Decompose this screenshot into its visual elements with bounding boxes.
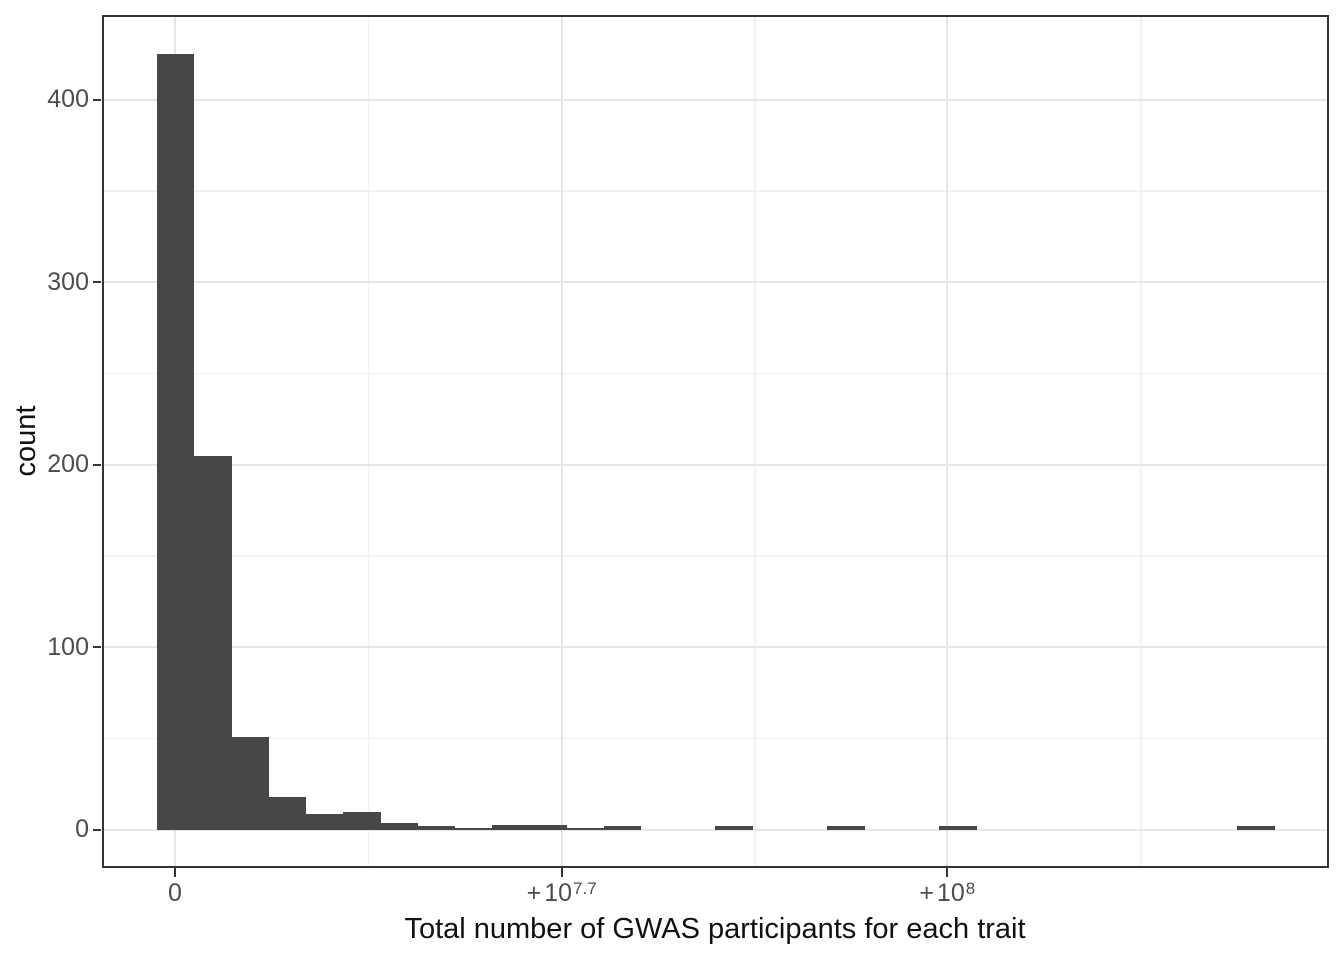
y-tick-label: 200 bbox=[47, 450, 89, 479]
grid-major-x bbox=[946, 15, 949, 868]
grid-major-y bbox=[102, 281, 1329, 284]
x-axis-tick bbox=[560, 868, 563, 877]
grid-major-y bbox=[102, 828, 1329, 831]
grid-minor-y bbox=[102, 737, 1329, 740]
y-axis-tick bbox=[93, 646, 101, 649]
histogram-bar bbox=[1236, 826, 1275, 830]
exponent: 8 bbox=[965, 878, 976, 898]
x-axis-tick bbox=[946, 868, 949, 877]
histogram-bar bbox=[268, 797, 307, 830]
histogram-bar bbox=[305, 813, 344, 830]
histogram-bar bbox=[454, 828, 493, 830]
histogram-bar bbox=[342, 811, 381, 830]
histogram-bar bbox=[603, 826, 642, 830]
histogram-bar bbox=[417, 826, 456, 830]
grid-minor-x bbox=[754, 15, 756, 868]
y-tick-label: 300 bbox=[47, 267, 89, 296]
x-axis-title: Total number of GWAS participants for ea… bbox=[404, 913, 1026, 945]
y-axis-title: count bbox=[10, 405, 42, 477]
y-tick-label: 400 bbox=[47, 85, 89, 114]
y-axis-tick bbox=[93, 828, 101, 831]
histogram-bar bbox=[938, 826, 977, 830]
histogram-bar bbox=[380, 822, 418, 830]
x-tick-label: 0 bbox=[168, 879, 182, 907]
y-axis-tick bbox=[93, 281, 101, 284]
y-axis-tick bbox=[93, 98, 101, 101]
histogram-bar bbox=[156, 54, 195, 830]
histogram-bar bbox=[193, 455, 232, 830]
grid-minor-y bbox=[102, 372, 1329, 375]
y-axis-tick bbox=[93, 463, 101, 466]
x-axis-tick bbox=[174, 868, 176, 877]
grid-minor-y bbox=[102, 190, 1329, 192]
plot-panel bbox=[102, 15, 1329, 868]
grid-major-y bbox=[102, 98, 1329, 101]
exponent: 7.7 bbox=[573, 878, 597, 898]
plus-sign: + bbox=[526, 879, 542, 907]
histogram-bar bbox=[566, 828, 605, 830]
grid-minor-x bbox=[1140, 15, 1142, 868]
y-tick-label: 0 bbox=[75, 815, 89, 844]
grid-major-x bbox=[560, 15, 563, 868]
plus-sign: + bbox=[919, 879, 934, 907]
histogram-bar bbox=[491, 824, 530, 830]
x-tick-label: +108 bbox=[919, 878, 976, 907]
y-tick-label: 100 bbox=[47, 632, 89, 661]
grid-major-y bbox=[102, 646, 1329, 649]
histogram-bar bbox=[529, 824, 567, 830]
grid-minor-y bbox=[102, 555, 1329, 557]
x-tick-label: +107.7 bbox=[526, 878, 597, 907]
grid-minor-x bbox=[367, 15, 370, 868]
grid-major-y bbox=[102, 463, 1329, 466]
histogram-bar bbox=[231, 736, 269, 830]
histogram-bar bbox=[827, 826, 865, 830]
histogram-bar bbox=[715, 826, 754, 830]
